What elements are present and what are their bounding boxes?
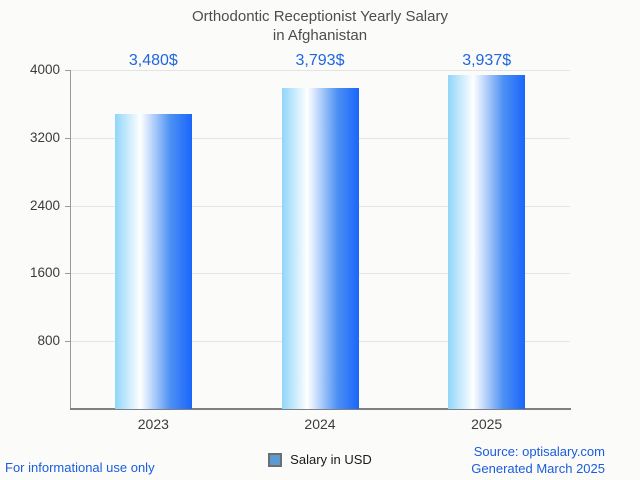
chart-title: Orthodontic Receptionist Yearly Salary i… [0,7,640,45]
y-tick [65,70,70,71]
source-text: Source: optisalary.com [473,444,605,459]
x-axis-label: 2024 [304,416,336,432]
y-axis-label: 2400 [29,197,60,213]
x-axis-line [70,408,571,410]
disclaimer-text: For informational use only [5,460,155,475]
chart-title-line1: Orthodontic Receptionist Yearly Salary [192,8,448,25]
y-tick [65,341,70,343]
legend: Salary in USD [70,452,570,467]
y-axis-label: 4000 [29,62,60,77]
bar-value-label: 3,793$ [295,52,345,69]
x-axis-label: 2023 [137,416,169,432]
bar-value-label: 3,480$ [128,52,178,69]
bar [281,87,359,409]
y-tick [65,273,70,275]
bar [114,114,192,409]
y-axis-label: 3200 [29,129,60,145]
generated-text: Generated March 2025 [471,461,605,476]
chart-title-line2: in Afghanistan [272,27,368,44]
y-axis-line [70,70,71,409]
x-axis-label: 2025 [471,416,503,432]
bar-value-label: 3,937$ [462,52,512,69]
y-tick [65,205,70,207]
y-tick [65,137,70,139]
y-axis-label: 800 [37,333,60,349]
legend-label: Salary in USD [290,452,372,467]
gridline [71,70,570,71]
source-info: Source: optisalary.com Generated March 2… [471,443,605,477]
legend-marker-swatch [268,452,283,467]
y-axis-label: 1600 [29,265,60,281]
bar [448,75,526,409]
